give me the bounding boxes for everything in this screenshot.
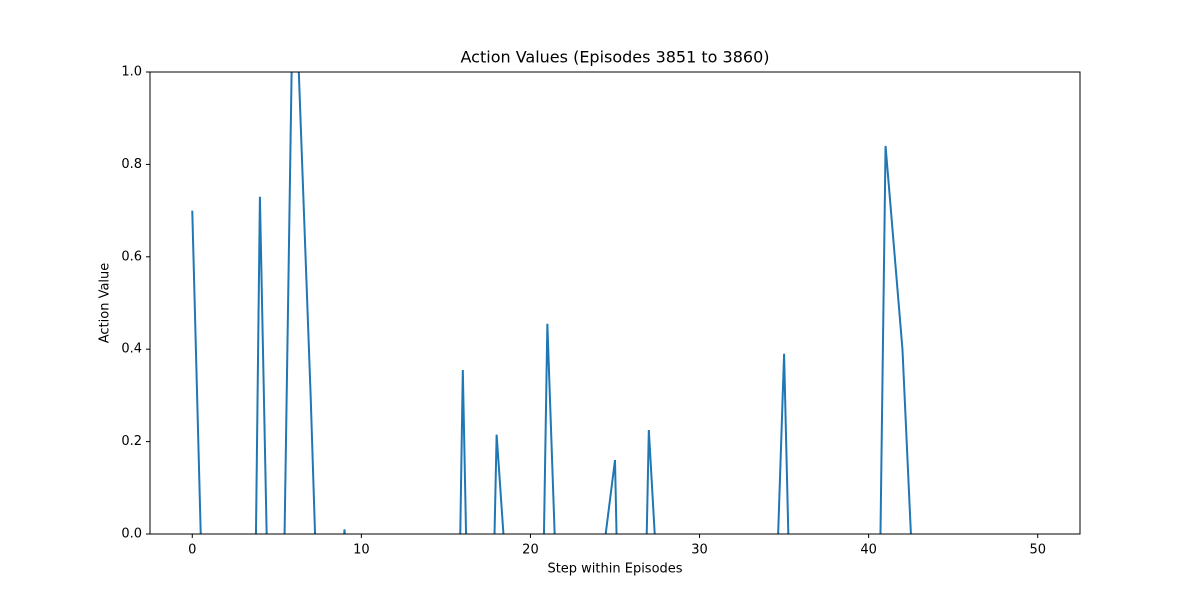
x-tick-label: 20: [522, 543, 539, 558]
y-tick-label: 0.6: [121, 249, 142, 264]
x-tick-label: 10: [353, 543, 370, 558]
y-tick-label: 0.2: [121, 434, 142, 449]
y-tick-label: 1.0: [121, 65, 142, 80]
chart-title: Action Values (Episodes 3851 to 3860): [461, 48, 770, 67]
y-tick-label: 0.8: [121, 157, 142, 172]
y-tick-label: 0.4: [121, 342, 142, 357]
x-tick-label: 0: [188, 543, 196, 558]
x-axis-label: Step within Episodes: [547, 562, 682, 577]
y-tick-label: 0.0: [121, 527, 142, 542]
plot-frame: [149, 71, 1081, 535]
x-tick-label: 50: [1029, 543, 1046, 558]
data-line: [191, 72, 912, 534]
y-axis-label: Action Value: [98, 263, 113, 344]
x-tick-label: 40: [860, 543, 877, 558]
x-tick-label: 30: [691, 543, 708, 558]
plot-area: [191, 72, 912, 534]
